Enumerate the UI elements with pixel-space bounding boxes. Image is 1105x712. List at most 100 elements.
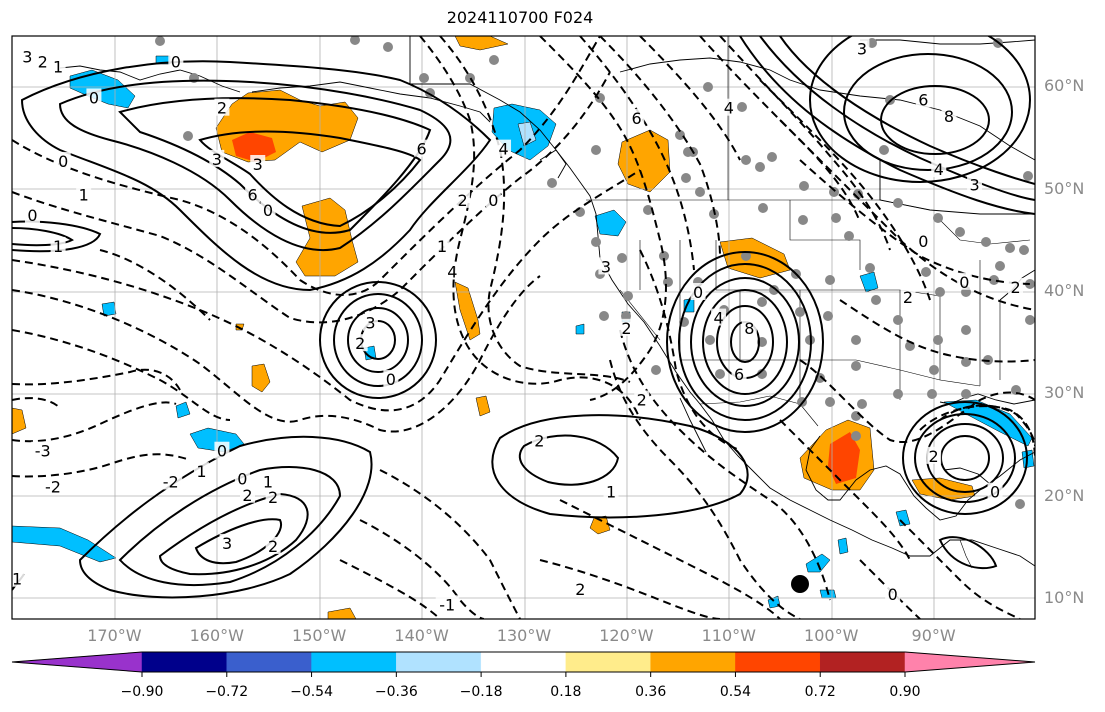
- contour-label-background: [634, 390, 650, 408]
- contour-label-background: [414, 139, 430, 157]
- contour-label-background: [76, 185, 92, 203]
- latitude-label: 60°N: [1044, 76, 1085, 96]
- colorbar-tick-label: −0.36: [374, 684, 418, 700]
- contour-label: 0: [693, 283, 703, 302]
- contour-label-background: [603, 482, 619, 500]
- longitude-label: 150°W: [292, 626, 347, 645]
- contour-label: 6: [417, 140, 427, 159]
- contour-label: 2: [355, 334, 365, 353]
- contour-label-background: [24, 206, 40, 224]
- colorbar-tick-label: 0.36: [635, 684, 667, 700]
- contour-label-background: [193, 462, 209, 480]
- contour-label-background: [362, 313, 378, 331]
- contour-label: 2: [929, 447, 939, 466]
- contour-label: -2: [45, 478, 61, 497]
- colorbar-low-extend: [11, 651, 143, 673]
- contour-label: 3: [365, 314, 375, 333]
- colorbar-tick-label: −0.90: [120, 684, 164, 700]
- colorbar-tick-label: 0.18: [550, 684, 582, 700]
- contour-label: 0: [990, 483, 1000, 502]
- contour-label-background: [533, 0, 556, 13]
- contour-label: 1: [53, 237, 63, 256]
- contour-label-background: [434, 236, 450, 254]
- contour-label: 2: [457, 191, 467, 210]
- contour-label: 4: [934, 160, 944, 179]
- contour-label-background: [854, 39, 870, 57]
- contour-label-background: [531, 431, 547, 449]
- contour-label: 0: [89, 88, 99, 107]
- contour-label-background: [260, 201, 276, 219]
- contour-label-background: [168, 52, 184, 70]
- contour-label-background: [900, 288, 916, 306]
- contour-label: 3: [857, 39, 867, 58]
- contour-label: 1: [437, 237, 447, 256]
- contour-label: 0: [263, 201, 273, 220]
- contour-label: 1: [12, 570, 22, 589]
- contour-label: -3: [35, 442, 51, 461]
- contour-label: -2: [163, 472, 179, 491]
- latitude-label: 10°N: [1044, 588, 1085, 608]
- contour-label-background: [455, 190, 471, 208]
- contour-label: 3: [969, 175, 979, 194]
- contour-label: 6: [918, 90, 928, 109]
- longitude-label: 130°W: [496, 626, 552, 645]
- contour-label: 1: [606, 483, 616, 502]
- contour-label-background: [618, 318, 634, 336]
- contour-label-background: [214, 98, 230, 116]
- contour-label: -1: [439, 595, 455, 614]
- contour-label-background: [240, 485, 256, 503]
- colorbar-segment: [819, 651, 906, 673]
- contour-label-background: [265, 536, 281, 554]
- contour-label: 2: [38, 53, 48, 72]
- colorbar-segment: [735, 651, 821, 673]
- contour-label: 4: [498, 140, 508, 159]
- contour-label-background: [219, 533, 235, 551]
- colorbar-tick-label: −0.72: [205, 684, 249, 700]
- contour-label: 2: [637, 391, 647, 410]
- contour-label-background: [35, 52, 51, 70]
- positive-anomaly-shading: [12, 36, 976, 619]
- colorbar-tick-label: −0.18: [459, 684, 503, 700]
- latitude-label: 20°N: [1044, 485, 1085, 505]
- contour-label-background: [915, 90, 931, 108]
- contour-label-background: [987, 482, 1003, 500]
- contour-label: 2: [242, 486, 252, 505]
- contour-label-background: [915, 231, 931, 249]
- contour-label-background: [55, 151, 71, 169]
- contour-label: 1: [196, 462, 206, 481]
- contour-label-background: [711, 308, 727, 326]
- longitude-label: 90°W: [911, 626, 956, 645]
- contour-label-background: [19, 47, 35, 65]
- contour-label-background: [598, 257, 614, 275]
- contour-label: 2: [268, 537, 278, 556]
- contour-label-background: [41, 477, 65, 495]
- contour-label-background: [721, 98, 737, 116]
- colorbar-high-extend: [904, 651, 1036, 673]
- contour-label-background: [941, 106, 957, 124]
- contour-label: 4: [447, 263, 457, 282]
- contour-label: 3: [601, 257, 611, 276]
- contour-label: 2: [903, 288, 913, 307]
- contour-label: 0: [27, 206, 37, 225]
- contour-label-background: [731, 364, 747, 382]
- contour-label: 6: [632, 109, 642, 128]
- contour-label: 0: [959, 273, 969, 292]
- negative-anomaly-shading: [12, 55, 1035, 609]
- contour-label-background: [250, 155, 266, 172]
- contour-label: 0: [888, 585, 898, 604]
- marker-dot: [791, 575, 809, 593]
- colorbar-segment: [311, 651, 397, 673]
- contour-label-background: [234, 469, 250, 487]
- contour-label-background: [31, 441, 55, 459]
- contour-label-background: [265, 487, 281, 505]
- contour-label-background: [260, 472, 276, 490]
- contour-label: 2: [534, 431, 544, 450]
- contour-label: 0: [386, 370, 396, 389]
- contour-label-background: [50, 57, 66, 75]
- contour-label: 8: [744, 319, 754, 338]
- contour-label-background: [485, 190, 501, 208]
- contour-label: 2: [575, 580, 585, 599]
- contour-label-background: [214, 441, 230, 459]
- longitude-label: 100°W: [804, 626, 859, 645]
